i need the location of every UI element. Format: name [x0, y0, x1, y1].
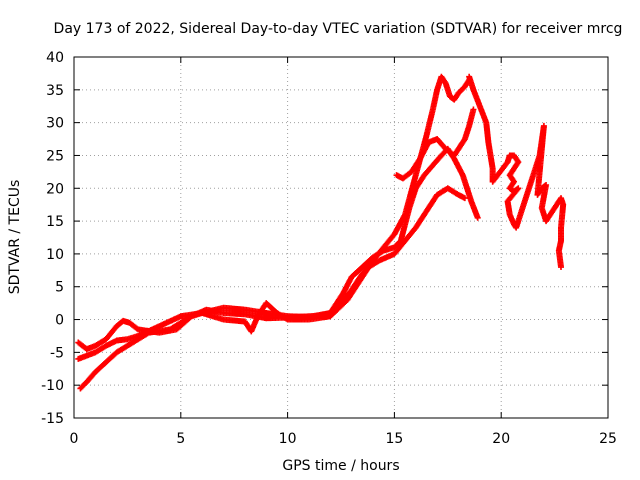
y-tick-label: 0 — [55, 313, 64, 329]
grid — [74, 57, 608, 418]
x-tick-label: 0 — [70, 431, 79, 447]
y-tick-label: 30 — [46, 116, 64, 132]
x-tick-label: 25 — [599, 431, 617, 447]
data-point — [558, 264, 565, 271]
chart-title: Day 173 of 2022, Sidereal Day-to-day VTE… — [54, 21, 623, 37]
y-tick-label: 35 — [46, 83, 64, 99]
y-tick-label: -5 — [50, 345, 64, 361]
data-point — [474, 214, 481, 221]
data-point — [461, 195, 468, 202]
data-points — [75, 73, 567, 392]
y-axis-label: SDTVAR / TECUs — [7, 180, 23, 295]
y-tick-label: 5 — [55, 280, 64, 296]
series-track-e — [466, 73, 567, 271]
series-track-c — [77, 185, 468, 392]
y-tick-label: 40 — [46, 50, 64, 66]
x-tick-label: 20 — [492, 431, 510, 447]
y-tick-label: 10 — [46, 247, 64, 263]
x-axis-label: GPS time / hours — [282, 458, 399, 474]
x-tick-label: 10 — [279, 431, 297, 447]
y-tick-label: 20 — [46, 181, 64, 197]
x-tick-label: 5 — [176, 431, 185, 447]
x-axis: 0 5 10 15 20 25 — [70, 57, 617, 447]
y-tick-label: -15 — [41, 411, 64, 427]
y-tick-label: -10 — [41, 378, 64, 394]
x-tick-label: 15 — [385, 431, 403, 447]
data-point — [470, 106, 477, 113]
y-tick-label: 25 — [46, 148, 64, 164]
series-track-b — [75, 145, 481, 362]
plot-frame — [73, 56, 609, 419]
series-track-d — [393, 106, 477, 182]
y-axis: -15 -10 -5 0 5 10 15 20 25 30 35 40 — [41, 50, 608, 427]
y-tick-label: 15 — [46, 214, 64, 230]
